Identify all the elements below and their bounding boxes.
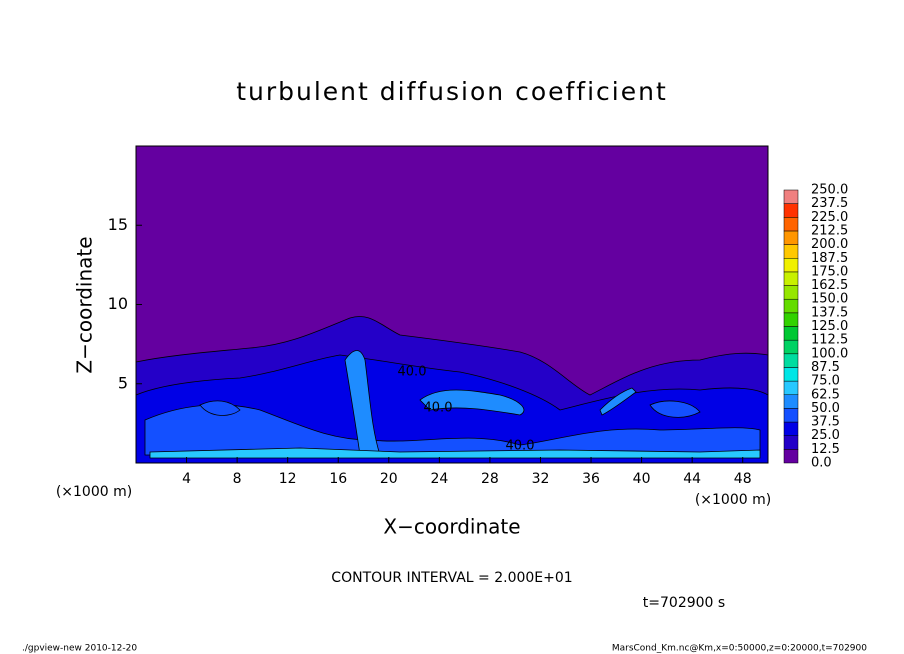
y-tick-label: 15 (108, 215, 128, 234)
x-tick-label: 12 (279, 471, 297, 487)
colorbar-label: 100.0 (811, 346, 848, 361)
colorbar-box (783, 326, 799, 341)
colorbar-box (783, 353, 799, 368)
colorbar-label: 225.0 (811, 210, 848, 225)
colorbar-box (783, 244, 799, 259)
colorbar-box (783, 380, 799, 396)
footer-left: ./gpview-new 2010-12-20 (22, 644, 137, 654)
time-label: t=702900 s (643, 595, 725, 611)
colorbar-label: 162.5 (811, 278, 848, 293)
x-unit: (×1000 m) (695, 492, 771, 508)
field-region (149, 447, 761, 459)
x-axis-label: X−coordinate (383, 515, 520, 539)
x-tick-label: 36 (582, 471, 600, 487)
x-tick-label: 8 (233, 471, 242, 487)
x-tick-label: 48 (734, 471, 752, 487)
colorbar-box (783, 258, 799, 273)
colorbar-box (783, 285, 799, 300)
colorbar-box (783, 394, 799, 409)
colorbar-label: 137.5 (811, 305, 848, 320)
colorbar-box (783, 449, 799, 464)
x-tick-label: 44 (683, 471, 701, 487)
colorbar-label: 112.5 (811, 333, 848, 348)
field-region (599, 387, 637, 416)
x-tick-label: 28 (481, 471, 499, 487)
field-region (649, 400, 701, 418)
y-tick-label: 10 (108, 294, 128, 313)
y-tick-label: 5 (118, 373, 128, 392)
colorbar-label: 175.0 (811, 264, 848, 279)
field-region (419, 389, 525, 416)
contour-interval: CONTOUR INTERVAL = 2.000E+01 (331, 570, 572, 586)
colorbar-label: 212.5 (811, 223, 848, 238)
chart-title: turbulent diffusion coefficient (236, 77, 668, 106)
colorbar-box (783, 271, 799, 286)
colorbar-box (783, 421, 799, 436)
colorbar-label: 50.0 (811, 401, 840, 416)
colorbar-box (783, 339, 799, 355)
colorbar-box (783, 367, 799, 382)
colorbar-box (783, 312, 799, 327)
x-tick-label: 24 (430, 471, 448, 487)
colorbar-box (783, 298, 799, 314)
footer-right: MarsCond_Km.nc@Km,x=0:50000,z=0:20000,t=… (612, 644, 867, 654)
colorbar-label: 25.0 (811, 428, 840, 443)
colorbar-label: 87.5 (811, 360, 840, 375)
colorbar-label: 62.5 (811, 387, 840, 402)
colorbar-box (783, 230, 799, 245)
colorbar-box (783, 435, 799, 450)
colorbar-label: 187.5 (811, 251, 848, 266)
contour-label: 40.0 (424, 401, 453, 416)
colorbar-box (783, 203, 799, 218)
colorbar-label: 200.0 (811, 237, 848, 252)
colorbar-label: 75.0 (811, 374, 840, 389)
x-tick-label: 32 (532, 471, 550, 487)
x-tick-label: 4 (182, 471, 191, 487)
colorbar-box (783, 189, 799, 204)
colorbar-label: 37.5 (811, 415, 840, 430)
x-tick-label: 20 (380, 471, 398, 487)
y-axis-label: Z−coordinate (73, 236, 97, 373)
field-region (199, 400, 241, 416)
colorbar-label: 250.0 (811, 183, 848, 198)
colorbar-box (783, 217, 799, 232)
colorbar-box (783, 408, 799, 423)
field-region (144, 404, 761, 456)
colorbar-label: 125.0 (811, 319, 848, 334)
colorbar-label: 12.5 (811, 442, 840, 457)
y-unit: (×1000 m) (56, 484, 132, 500)
contour-label: 40.0 (506, 439, 535, 454)
field-region (344, 350, 381, 456)
colorbar-label: 237.5 (811, 196, 848, 211)
colorbar-label: 150.0 (811, 292, 848, 307)
contour-label: 40.0 (398, 365, 427, 380)
x-tick-label: 16 (329, 471, 347, 487)
colorbar-label: 0.0 (811, 456, 832, 471)
x-tick-label: 40 (633, 471, 651, 487)
